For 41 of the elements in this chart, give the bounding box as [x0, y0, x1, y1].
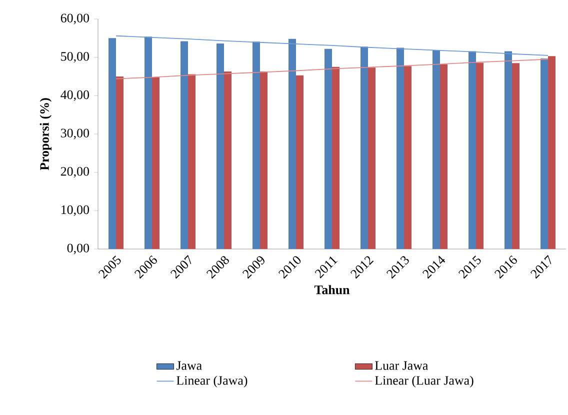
bar — [216, 44, 224, 249]
bar — [332, 66, 340, 249]
bar — [396, 48, 404, 249]
y-tick-label: 50,00 — [61, 52, 90, 63]
bar — [144, 36, 152, 249]
y-tick-label: 10,00 — [62, 205, 90, 216]
bar — [512, 63, 520, 249]
x-tick-label: 2011 — [314, 256, 338, 278]
y-tick-label: 60,00 — [60, 14, 90, 24]
bar — [252, 42, 260, 249]
x-axis-title: Tahun — [314, 285, 350, 294]
bar — [504, 51, 512, 249]
y-axis-title: Proporsi (%) — [40, 98, 52, 170]
bar — [116, 76, 124, 249]
bar — [476, 62, 484, 249]
y-tick-label: 40,00 — [60, 90, 90, 101]
bar — [260, 72, 268, 249]
legend-label: Jawa — [176, 361, 202, 370]
bar — [288, 38, 296, 249]
bar — [540, 58, 548, 249]
bar — [360, 46, 368, 249]
bar — [432, 50, 440, 249]
bar — [404, 66, 412, 249]
legend-label: Linear (Jawa) — [176, 376, 248, 388]
bar — [296, 75, 304, 249]
legend-label: Linear (Luar Jawa) — [375, 376, 474, 388]
line-series — [116, 58, 548, 80]
y-tick-label: 30,00 — [60, 128, 90, 140]
bar — [188, 74, 196, 249]
bar — [108, 38, 116, 249]
bar — [440, 64, 448, 249]
bar — [152, 77, 160, 249]
bar — [224, 72, 232, 249]
legend-label: Luar Jawa — [375, 361, 428, 370]
bar — [180, 41, 188, 249]
y-tick-label: 0,00 — [67, 244, 90, 254]
bar — [548, 56, 556, 249]
bar — [324, 48, 332, 249]
bar — [368, 68, 376, 249]
bar — [468, 51, 476, 249]
y-tick-label: 20,00 — [60, 167, 90, 178]
